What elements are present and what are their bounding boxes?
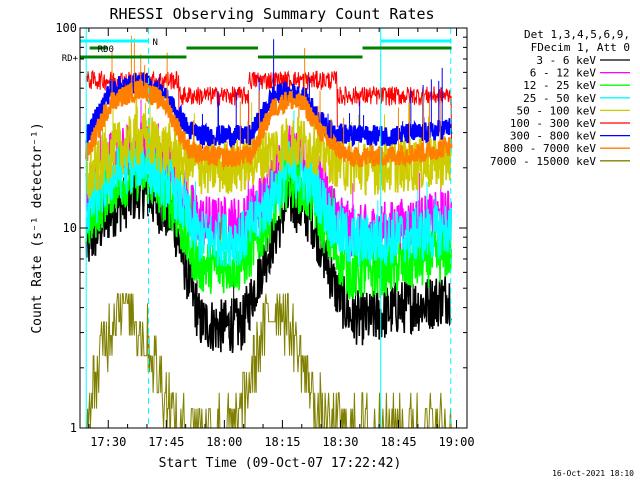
legend-entry-label: 7000 - 15000 keV <box>490 155 596 168</box>
series-line <box>85 72 453 150</box>
legend-entry-label: 50 - 100 keV <box>517 104 597 117</box>
y-axis: 1 10 100 <box>55 21 467 435</box>
x-axis: 17:30 17:45 18:00 18:15 18:30 18:45 19:00 <box>88 28 475 449</box>
y-tick-label: 100 <box>55 21 77 35</box>
series-line <box>85 133 452 267</box>
y-tick-label: 10 <box>63 221 77 235</box>
chart-title: RHESSI Observing Summary Count Rates <box>109 5 434 23</box>
x-tick-label: 18:30 <box>322 435 358 449</box>
annotation-label: RD+ <box>62 54 79 64</box>
annotation-label: N <box>152 38 157 48</box>
y-tick-label: 1 <box>70 421 77 435</box>
x-tick-label: 18:15 <box>264 435 300 449</box>
legend-entry-label: 3 - 6 keV <box>536 54 596 67</box>
x-tick-label: 17:45 <box>148 435 184 449</box>
legend: Det 1,3,4,5,6,9,FDecim 1, Att 03 - 6 keV… <box>490 28 630 168</box>
series-line <box>85 69 452 143</box>
x-tick-label: 19:00 <box>438 435 474 449</box>
legend-entry-label: 100 - 300 keV <box>510 117 596 130</box>
legend-entry-label: 25 - 50 keV <box>523 92 596 105</box>
footer-timestamp: 16-Oct-2021 18:10 <box>552 469 634 478</box>
series-100-300-kev <box>85 69 452 143</box>
legend-entry-label: 800 - 7000 keV <box>503 142 596 155</box>
x-tick-label: 17:30 <box>90 435 126 449</box>
x-tick-label: 18:00 <box>206 435 242 449</box>
legend-entry-label: 300 - 800 keV <box>510 130 596 143</box>
legend-entry-label: 12 - 25 keV <box>523 79 596 92</box>
annotation-label: RD0 <box>98 45 114 55</box>
x-tick-label: 18:45 <box>380 435 416 449</box>
legend-header: FDecim 1, Att 0 <box>531 41 630 54</box>
plot-area: N RD0 RD+ <box>62 28 453 429</box>
series-800-7000-kev <box>84 35 453 171</box>
legend-entry-label: 6 - 12 keV <box>530 67 597 80</box>
legend-header: Det 1,3,4,5,6,9, <box>524 28 630 41</box>
y-axis-label: Count Rate (s⁻¹ detector⁻¹) <box>30 122 45 333</box>
x-axis-label: Start Time (09-Oct-07 17:22:42) <box>159 456 402 471</box>
series-line <box>84 79 453 168</box>
